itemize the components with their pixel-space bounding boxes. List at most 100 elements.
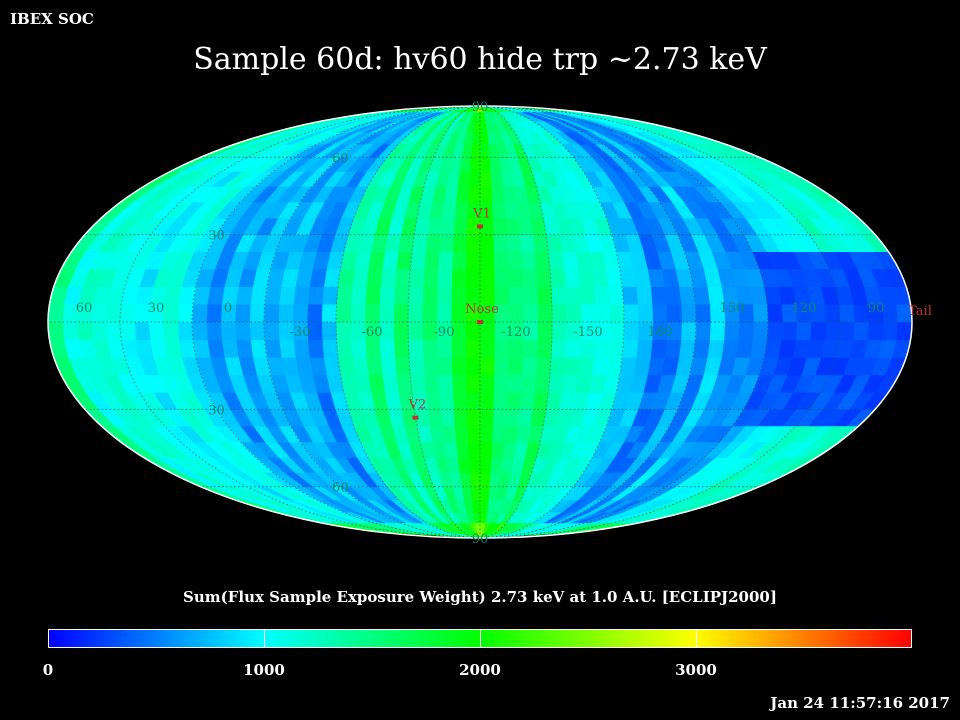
flux-cell — [395, 251, 413, 270]
flux-cell — [454, 201, 469, 219]
flux-cell — [381, 374, 399, 393]
flux-cell — [479, 157, 491, 172]
flux-cell — [493, 357, 509, 376]
flux-cell — [520, 374, 537, 393]
flux-cell — [479, 425, 493, 443]
flux-cell — [425, 391, 441, 410]
flux-cell — [508, 303, 524, 323]
flux-cell — [306, 303, 323, 323]
flux-cell — [824, 321, 841, 341]
flux-cell — [635, 339, 653, 358]
flux-cell — [467, 186, 481, 203]
flux-cell — [422, 268, 439, 287]
flux-cell — [337, 357, 355, 376]
marker-label: V1 — [472, 206, 491, 221]
flux-cell — [593, 339, 610, 358]
meridian-line — [479, 106, 625, 538]
flux-cell — [465, 374, 481, 393]
longitude-label: -120 — [501, 325, 530, 340]
flux-cell — [436, 286, 452, 305]
flux-cell — [619, 357, 637, 376]
flux-cell — [519, 391, 535, 410]
flux-cell — [422, 303, 438, 323]
flux-cell — [521, 268, 538, 287]
flux-cell — [479, 234, 494, 252]
flux-cell — [479, 408, 494, 427]
map-title: Sample 60d: hv60 hide trp ~2.73 keV — [193, 42, 767, 77]
flux-cell — [292, 303, 309, 323]
flux-cell — [479, 486, 490, 501]
colorbar-title: Sum(Flux Sample Exposure Weight) 2.73 ke… — [183, 588, 777, 606]
flux-cell — [534, 374, 551, 393]
flux-cell — [393, 339, 410, 358]
flux-cell — [502, 186, 517, 203]
flux-cell — [263, 303, 280, 323]
flux-cell — [721, 339, 739, 358]
flux-cell — [479, 339, 495, 358]
flux-cell — [105, 303, 122, 323]
longitude-label: -60 — [362, 325, 383, 340]
flux-cell — [479, 171, 492, 187]
flux-cell — [537, 303, 553, 323]
flux-cell — [479, 457, 492, 473]
flux-cell — [536, 286, 553, 305]
flux-cell — [351, 357, 369, 376]
flux-cell — [191, 303, 208, 323]
flux-cell — [436, 339, 452, 358]
flux-cell — [678, 286, 696, 305]
markers — [412, 224, 483, 420]
flux-cell — [838, 321, 855, 341]
flux-cell — [470, 143, 481, 158]
flux-cell — [162, 303, 179, 323]
flux-cell — [465, 268, 481, 287]
flux-cell — [408, 357, 425, 376]
flux-cell — [635, 286, 653, 305]
latitude-label: 60 — [332, 151, 349, 166]
flux-cell — [521, 357, 538, 376]
flux-cell — [426, 217, 443, 235]
marker-dot — [412, 415, 419, 420]
flux-cell — [479, 321, 495, 341]
flux-cell — [379, 339, 396, 358]
flux-cell — [335, 303, 352, 323]
flux-cell — [76, 321, 93, 341]
colorbar-tick-mark — [696, 630, 697, 647]
flux-cell — [532, 391, 549, 410]
flux-cell — [469, 157, 481, 172]
flux-cell — [680, 303, 697, 323]
flux-cell — [479, 186, 493, 203]
flux-cell — [594, 303, 610, 323]
flux-cell — [437, 357, 453, 376]
flux-cell — [650, 286, 667, 305]
flux-cell — [470, 486, 481, 501]
flux-cell — [105, 321, 122, 341]
flux-cell — [337, 268, 355, 287]
flux-cell — [666, 303, 682, 323]
flux-cell — [550, 339, 567, 358]
flux-cell — [307, 286, 325, 305]
flux-cell — [457, 457, 471, 473]
flux-cell — [577, 268, 594, 287]
flux-cell — [479, 511, 488, 524]
flux-cell — [336, 339, 353, 358]
soc-label: IBEX SOC — [10, 10, 94, 28]
flux-cell — [278, 339, 296, 358]
flux-cell — [505, 391, 522, 410]
flux-cell — [422, 357, 439, 376]
flux-cell — [809, 321, 826, 341]
flux-cell — [479, 441, 493, 458]
flux-cell — [479, 143, 490, 158]
flux-cell — [249, 303, 266, 323]
flux-cell — [407, 339, 424, 358]
longitude-label: 120 — [792, 301, 817, 316]
flux-cell — [493, 251, 509, 270]
latitude-label: 90 — [472, 532, 489, 547]
flux-cell — [441, 201, 457, 219]
marker-label-tail: Tail — [908, 304, 932, 319]
colorbar-tick-label: 1000 — [243, 661, 285, 679]
flux-cell — [177, 321, 194, 341]
flux-cell — [520, 251, 537, 270]
flux-cell — [735, 339, 754, 358]
flux-cell — [537, 321, 553, 341]
